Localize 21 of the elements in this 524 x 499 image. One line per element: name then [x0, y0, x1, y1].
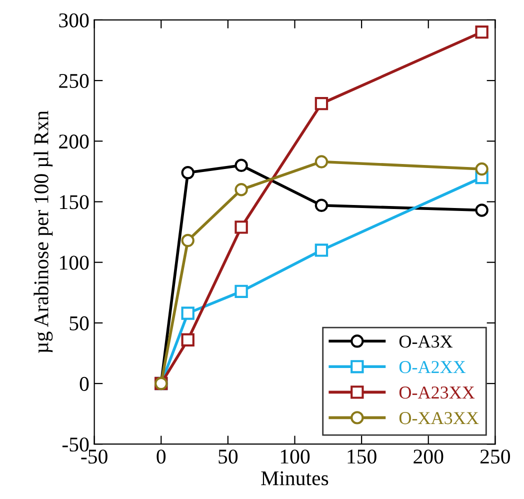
- y-tick-label: -50: [62, 437, 89, 452]
- x-tick-label: 200: [414, 450, 444, 464]
- y-tick-label: 300: [59, 13, 89, 28]
- y-tick-label: 100: [60, 256, 89, 270]
- x-tick-label: 0: [156, 450, 166, 464]
- x-tick-label: 100: [280, 450, 310, 464]
- y-tick-label: 250: [59, 74, 89, 88]
- y-axis-title: µg Arabinose per 100 µl Rxn: [34, 110, 53, 354]
- x-tick-label: 150: [348, 450, 376, 464]
- y-tick-label: 200: [59, 134, 89, 149]
- x-tick-label: 250: [480, 450, 510, 464]
- x-tick-label: -50: [81, 450, 108, 464]
- y-tick-label: 150: [60, 195, 89, 210]
- x-tick-label: 50: [218, 450, 238, 464]
- legend-label: O-A2XX: [399, 361, 466, 374]
- legend-label: O-A3X: [399, 336, 453, 348]
- x-axis-title: Minutes: [261, 471, 328, 486]
- y-tick-label: 50: [70, 316, 89, 330]
- y-tick-label: 0: [80, 376, 89, 391]
- legend-label: O-XA3XX: [399, 412, 479, 424]
- legend-label: O-A23XX: [399, 386, 475, 399]
